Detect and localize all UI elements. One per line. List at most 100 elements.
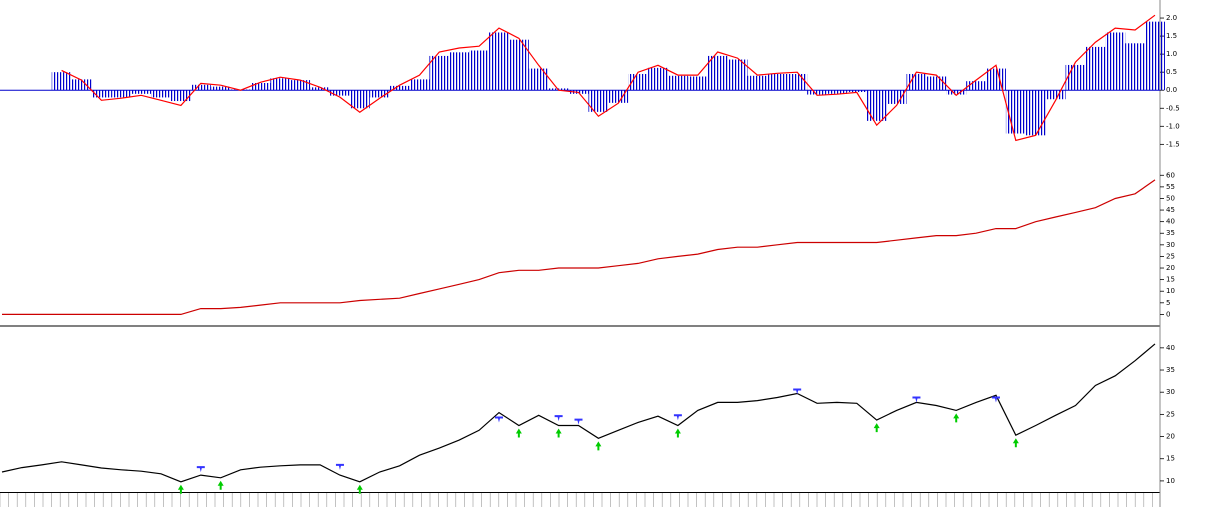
histogram-bar	[449, 52, 470, 91]
histogram-bar	[528, 68, 549, 91]
histogram-bar	[151, 90, 171, 98]
signal-marker	[793, 388, 802, 395]
histogram-bar	[170, 90, 191, 102]
signal-marker	[177, 484, 184, 494]
histogram-bar	[687, 76, 708, 91]
signal-marker	[912, 396, 921, 403]
histogram-bar	[51, 72, 72, 91]
histogram-bar	[71, 79, 92, 91]
y-tick-label: 5	[1166, 299, 1170, 307]
signal-marker	[574, 418, 583, 425]
histogram-bar	[906, 73, 927, 91]
histogram-bar	[210, 86, 231, 91]
histogram-bar	[369, 90, 390, 98]
signal-marker	[873, 423, 880, 433]
histogram-bar	[846, 90, 867, 93]
histogram-bar	[986, 68, 1006, 91]
histogram-bar	[628, 73, 649, 91]
signal-marker	[595, 441, 602, 451]
histogram-bar	[826, 90, 847, 94]
y-tick-label: 45	[1166, 206, 1175, 214]
y-tick-label: 40	[1166, 344, 1175, 352]
y-tick-label: 55	[1166, 183, 1175, 191]
signal-marker	[515, 428, 522, 438]
histogram-bar	[767, 73, 788, 91]
histogram-bar	[349, 90, 370, 109]
y-tick-label: 35	[1166, 229, 1175, 237]
histogram-bar	[290, 80, 311, 91]
histogram-bar	[1145, 21, 1165, 91]
y-tick-label: 20	[1166, 433, 1175, 441]
histogram-bar	[608, 90, 629, 103]
histogram-bar	[866, 90, 887, 121]
y-tick-label: -1.0	[1166, 122, 1180, 130]
signal-marker	[991, 396, 1000, 403]
y-tick-label: 40	[1166, 218, 1175, 226]
y-tick-label: 25	[1166, 410, 1175, 418]
y-tick-label: 20	[1166, 264, 1175, 272]
histogram-bar	[588, 90, 609, 112]
histogram-bar	[1085, 46, 1106, 91]
histogram-bar	[429, 55, 450, 91]
y-tick-label: 1.0	[1166, 50, 1177, 58]
signal-marker	[554, 415, 563, 422]
series-line	[2, 179, 1156, 315]
series-line	[1, 343, 1156, 483]
histogram-bar	[270, 78, 291, 91]
signal-marker	[335, 463, 344, 470]
histogram-bar	[1045, 90, 1066, 100]
signal-marker	[673, 414, 682, 421]
histogram-bar	[807, 90, 827, 95]
histogram-bar	[489, 32, 509, 91]
y-tick-label: 30	[1166, 241, 1175, 249]
histogram-bar	[1105, 32, 1126, 91]
histogram-bar	[707, 55, 728, 91]
histogram-bar	[886, 90, 907, 104]
y-tick-label: 15	[1166, 455, 1175, 463]
y-tick-label: 60	[1166, 171, 1175, 179]
histogram-bar	[250, 83, 271, 91]
histogram-bar	[1065, 64, 1086, 91]
histogram-bar	[111, 90, 132, 98]
histogram-bar	[409, 79, 430, 91]
y-tick-label: 0.5	[1166, 68, 1177, 76]
histogram-bar	[508, 39, 529, 91]
histogram-bar	[389, 85, 410, 91]
signal-marker	[356, 484, 363, 494]
signal-marker	[674, 428, 681, 438]
y-tick-label: 10	[1166, 477, 1175, 485]
histogram-bar	[91, 90, 112, 98]
histogram-bar	[966, 81, 987, 91]
histogram-bar	[787, 73, 808, 91]
histogram-bar	[1025, 90, 1046, 136]
y-tick-label: 0	[1166, 310, 1170, 318]
signal-marker	[196, 466, 205, 473]
y-tick-label: -0.5	[1166, 104, 1180, 112]
histogram-bar	[667, 75, 688, 91]
histogram-bar	[747, 75, 768, 91]
signal-marker	[1012, 438, 1019, 448]
histogram-bar	[469, 50, 490, 91]
histogram-bar	[727, 59, 748, 91]
y-tick-label: 50	[1166, 194, 1175, 202]
y-tick-label: 1.5	[1166, 32, 1177, 40]
x-axis	[0, 493, 1153, 507]
y-tick-label: 30	[1166, 388, 1175, 396]
signal-marker	[953, 413, 960, 423]
histogram-bar	[926, 76, 947, 91]
series-line	[61, 14, 1156, 142]
histogram-bar	[648, 67, 668, 91]
y-tick-label: 10	[1166, 287, 1175, 295]
histogram-bar	[131, 90, 152, 94]
histogram-bar	[330, 90, 350, 96]
y-tick-label: 35	[1166, 366, 1175, 374]
y-tick-label: 2.0	[1166, 14, 1177, 22]
histogram-bar	[190, 84, 211, 91]
y-tick-label: 0.0	[1166, 86, 1177, 94]
y-tick-label: 25	[1166, 252, 1175, 260]
histogram-bar	[310, 87, 331, 91]
signal-marker	[555, 428, 562, 438]
y-tick-label: -1.5	[1166, 140, 1180, 148]
histogram-bar	[946, 90, 967, 95]
